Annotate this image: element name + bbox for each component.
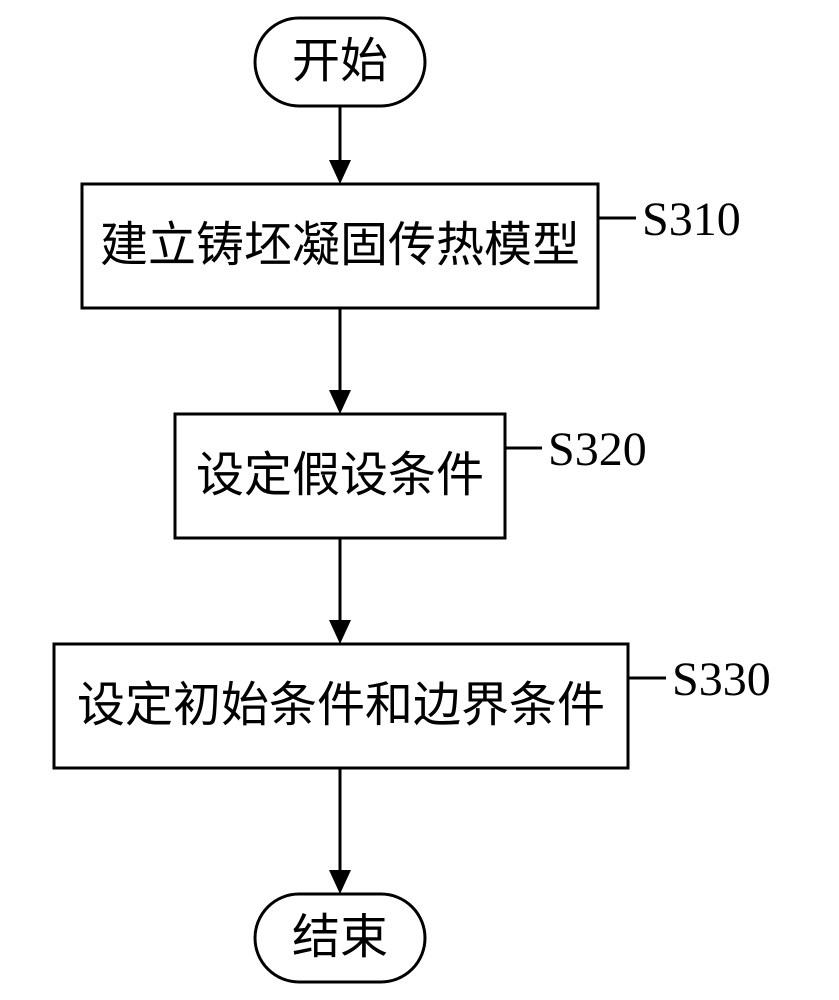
process-node-s320: 设定假设条件 S320 bbox=[175, 414, 647, 538]
flowchart-canvas: 开始 建立铸坯凝固传热模型 S310 设定假设条件 S320 设定初始条件和边界… bbox=[0, 0, 839, 1000]
edge-n3-end bbox=[329, 768, 351, 894]
node-tag-s320: S320 bbox=[548, 423, 647, 476]
edge-n1-n2 bbox=[329, 308, 351, 414]
node-label-s330: 设定初始条件和边界条件 bbox=[77, 679, 605, 732]
node-tag-s330: S330 bbox=[672, 653, 771, 706]
process-node-s330: 设定初始条件和边界条件 S330 bbox=[54, 644, 771, 768]
edge-start-n1 bbox=[329, 106, 351, 184]
start-node: 开始 bbox=[255, 18, 425, 106]
end-label: 结束 bbox=[292, 911, 388, 964]
start-label: 开始 bbox=[292, 35, 388, 88]
node-label-s320: 设定假设条件 bbox=[196, 449, 484, 502]
node-label-s310: 建立铸坯凝固传热模型 bbox=[100, 219, 580, 272]
edge-n2-n3 bbox=[329, 538, 351, 644]
end-node: 结束 bbox=[255, 894, 425, 982]
node-tag-s310: S310 bbox=[642, 193, 741, 246]
process-node-s310: 建立铸坯凝固传热模型 S310 bbox=[82, 184, 741, 308]
